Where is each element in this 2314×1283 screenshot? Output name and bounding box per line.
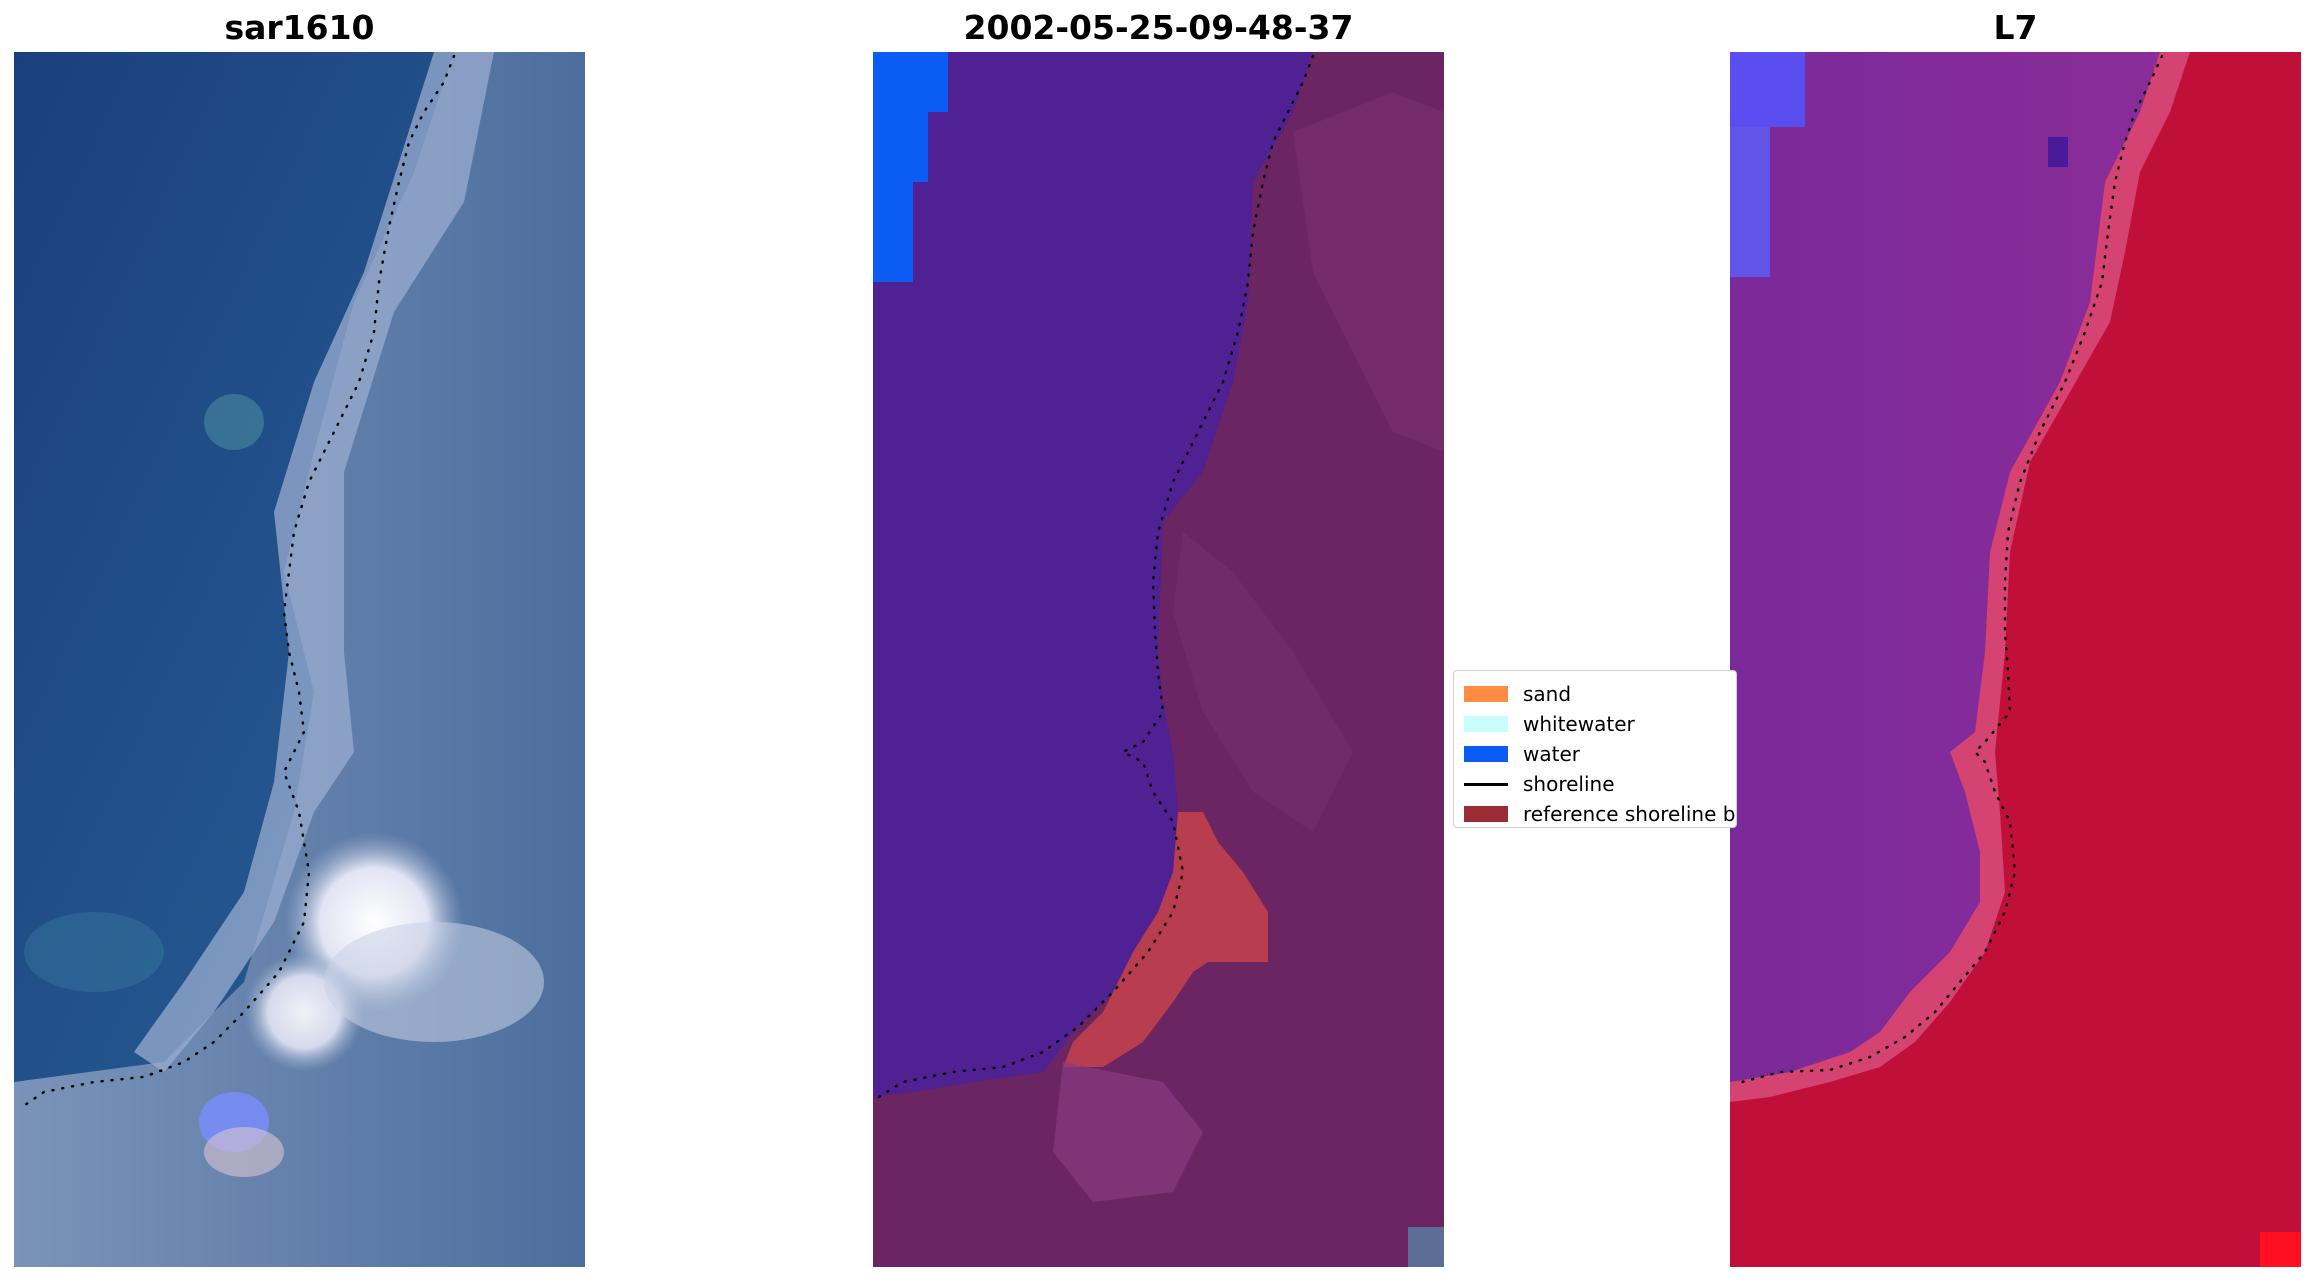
legend-item-water: water	[1464, 739, 1726, 769]
sar-image-panel	[14, 52, 585, 1267]
panel-title-l7: L7	[1993, 8, 2038, 47]
panel-title-sar: sar1610	[224, 8, 375, 47]
classification-image-panel	[873, 52, 1444, 1267]
water-swatch	[1464, 746, 1508, 762]
legend-label-reference-shoreline-buffer: reference shoreline buffer	[1523, 802, 1736, 826]
whitewater-swatch	[1464, 716, 1508, 732]
legend: sand whitewater water shoreline referenc…	[1453, 670, 1737, 828]
legend-label-water: water	[1523, 742, 1580, 766]
legend-item-whitewater: whitewater	[1464, 709, 1726, 739]
l7-image	[1730, 52, 2301, 1267]
legend-label-whitewater: whitewater	[1523, 712, 1635, 736]
sand-swatch	[1464, 686, 1508, 702]
legend-label-shoreline: shoreline	[1523, 772, 1615, 796]
sar-image	[14, 52, 585, 1267]
shoreline-line-icon	[1464, 782, 1508, 786]
l7-image-panel	[1730, 52, 2301, 1267]
legend-label-sand: sand	[1523, 682, 1572, 706]
legend-item-reference-shoreline-buffer: reference shoreline buffer	[1464, 799, 1736, 827]
legend-item-shoreline: shoreline	[1464, 769, 1726, 799]
panel-title-classification: 2002-05-25-09-48-37	[963, 8, 1354, 47]
reference-shoreline-buffer-swatch	[1464, 806, 1508, 822]
legend-item-sand: sand	[1464, 679, 1726, 709]
classification-image	[873, 52, 1444, 1267]
